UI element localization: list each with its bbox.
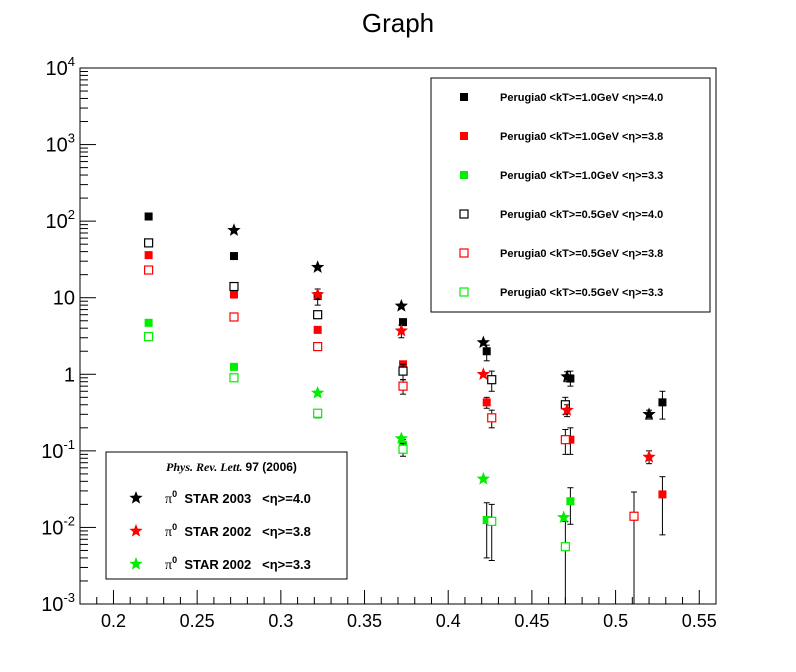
chart-title: Graph	[362, 8, 434, 38]
data-point	[482, 516, 491, 525]
y-tick-label: 102	[46, 207, 75, 233]
y-tick-label: 10-3	[41, 590, 75, 616]
legend-entry-label: Perugia0 <kT>=0.5GeV <η>=3.3	[500, 287, 663, 299]
x-tick-label: 0.2	[101, 611, 126, 631]
data-point	[476, 367, 491, 380]
legend-marker	[459, 248, 469, 258]
y-tick-label: 104	[46, 54, 75, 80]
legend-entry-label: Perugia0 <kT>=1.0GeV <η>=3.8	[500, 131, 663, 143]
data-point	[399, 318, 408, 327]
data-point	[560, 435, 570, 445]
legend-bottom: Phys. Rev. Lett. 97 (2006) π0 STAR 2003 <…	[105, 451, 348, 580]
legend-entry-label: Perugia0 <kT>=1.0GeV <η>=4.0	[500, 92, 663, 104]
data-point	[642, 407, 656, 420]
data-points	[144, 212, 667, 605]
data-series	[144, 265, 639, 605]
legend-entry-label: π0 STAR 2003 <η>=4.0	[165, 489, 311, 507]
data-point	[229, 312, 239, 322]
legend-entry-label: π0 STAR 2002 <η>=3.3	[165, 555, 311, 573]
data-series	[311, 385, 571, 524]
data-point	[227, 223, 241, 236]
legend-marker	[129, 491, 143, 504]
data-point	[311, 385, 325, 399]
data-point	[311, 287, 325, 301]
data-series	[144, 332, 570, 605]
axes: 0.2 0.25 0.3 0.35 0.4 0.45 0.5 0.55 10-3 10-2 10-1…	[41, 54, 717, 631]
data-point	[313, 341, 323, 352]
data-point	[394, 298, 408, 312]
data-series	[227, 223, 656, 420]
data-point	[313, 408, 323, 418]
data-point	[629, 511, 639, 521]
data-point	[476, 335, 491, 349]
x-tick-label: 0.5	[603, 611, 628, 631]
legend-entry-label: Perugia0 <kT>=0.5GeV <η>=3.8	[500, 248, 663, 260]
data-point	[487, 375, 497, 385]
data-point	[394, 431, 408, 445]
data-point	[144, 265, 154, 275]
legend-marker	[129, 524, 143, 537]
data-point	[398, 444, 408, 454]
data-point	[487, 413, 497, 423]
data-point	[487, 516, 497, 526]
data-point	[144, 251, 153, 260]
x-tick-label: 0.25	[180, 611, 215, 631]
data-point	[398, 366, 408, 376]
data-point	[144, 332, 154, 342]
data-point	[229, 290, 238, 299]
data-point	[394, 323, 408, 337]
legend-entry-label: Perugia0 <kT>=0.5GeV <η>=4.0	[500, 209, 663, 221]
legend-bottom-box	[105, 451, 348, 580]
data-point	[229, 281, 239, 292]
x-tick-label: 0.55	[682, 611, 717, 631]
y-tick-label: 10-1	[41, 437, 75, 463]
data-point	[144, 238, 154, 248]
data-point	[566, 497, 575, 506]
data-point	[566, 435, 575, 444]
data-point	[557, 510, 571, 524]
legend-marker	[459, 287, 469, 297]
data-point	[229, 362, 238, 371]
data-point	[560, 369, 574, 383]
data-point	[560, 542, 570, 552]
legend-marker	[460, 132, 468, 140]
data-point	[229, 373, 239, 383]
data-point	[311, 260, 325, 273]
x-tick-label: 0.35	[347, 611, 382, 631]
legend-header: Phys. Rev. Lett. 97 (2006)	[166, 460, 297, 474]
data-point	[482, 347, 491, 356]
y-tick-label: 10-2	[41, 513, 75, 539]
legend-marker	[459, 209, 469, 219]
x-tick-label: 0.3	[268, 611, 293, 631]
legend-top: Perugia0 <kT>=1.0GeV <η>=4.0 Perugia0 <kT…	[430, 77, 711, 313]
legend-top-box	[430, 77, 711, 313]
data-point	[229, 252, 238, 261]
data-point	[560, 403, 574, 416]
data-point	[658, 398, 667, 407]
data-point	[313, 310, 323, 320]
y-tick-label: 1	[64, 364, 75, 386]
data-point	[566, 374, 575, 383]
y-tick-label: 10	[53, 288, 75, 310]
x-tick-label: 0.4	[436, 611, 461, 631]
data-point	[482, 398, 491, 407]
x-tick-label: 0.45	[514, 611, 549, 631]
legend-marker	[460, 171, 468, 179]
data-point	[144, 318, 153, 327]
legend-entry-label: π0 STAR 2002 <η>=3.8	[165, 522, 311, 540]
legend-marker	[460, 93, 468, 101]
legend-marker	[129, 557, 143, 570]
data-point	[658, 490, 667, 499]
data-point	[642, 450, 656, 463]
data-point	[398, 381, 408, 391]
data-series	[311, 287, 656, 465]
y-tick-label: 103	[46, 131, 75, 157]
data-point	[476, 471, 491, 485]
data-point	[313, 325, 322, 334]
legend-entry-label: Perugia0 <kT>=1.0GeV <η>=3.3	[500, 170, 663, 182]
data-point	[144, 212, 153, 221]
